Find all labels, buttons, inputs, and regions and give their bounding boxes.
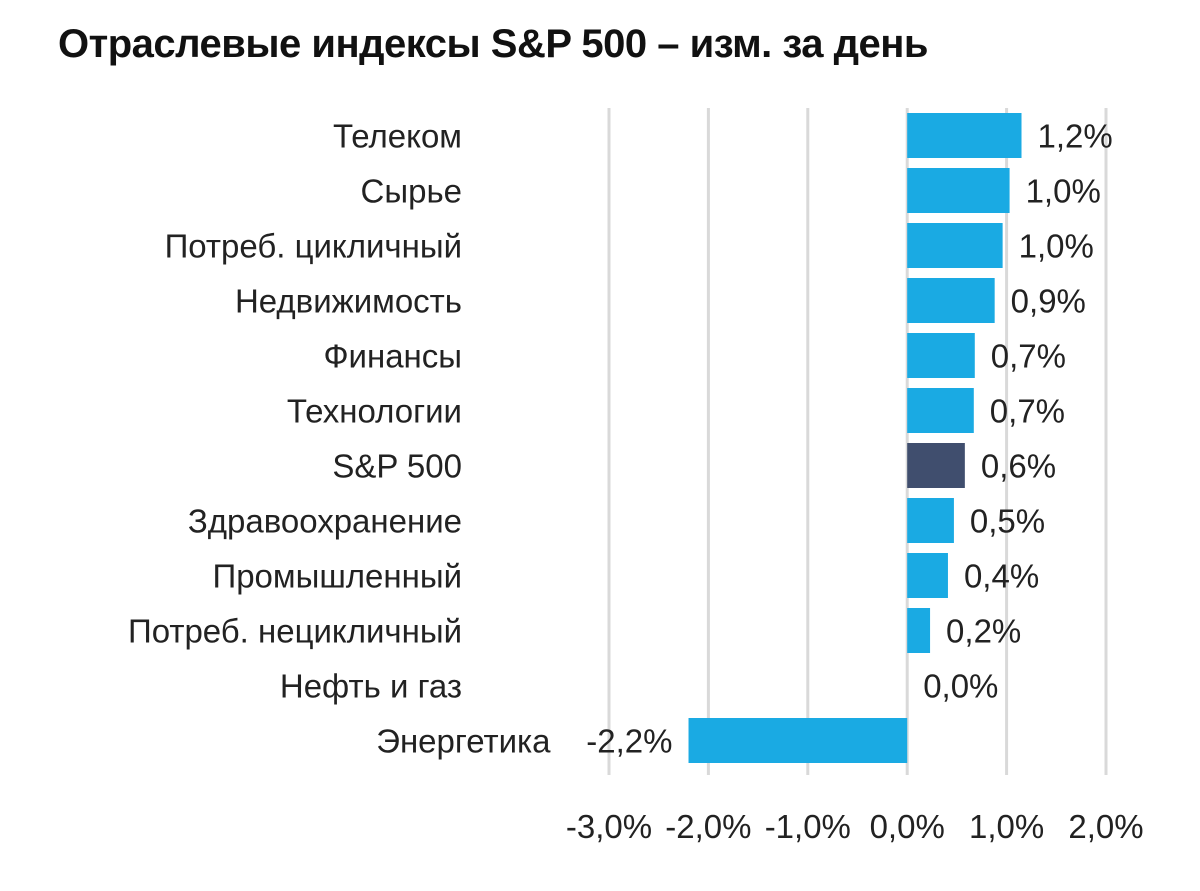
value-label: 0,2% [946,613,1021,650]
value-label: 1,0% [1026,173,1101,210]
bars [688,113,1022,763]
bar [907,278,995,323]
category-label: Потреб. нецикличный [128,613,462,650]
category-label: Потреб. цикличный [165,228,462,265]
category-label: Телеком [333,118,462,155]
category-labels: Телеком Сырье Потреб. цикличный Недвижимост… [128,118,551,760]
value-label: 0,7% [991,338,1066,375]
value-label: 0,9% [1011,283,1086,320]
x-tick-label: 1,0% [969,808,1044,845]
category-label: Технологии [287,393,462,430]
bar [907,113,1022,158]
value-labels: 1,2% 1,0% 1,0% 0,9% 0,7% 0,7% 0,6% 0,5% 0,4% 0,2%… [586,118,1112,760]
category-label: Сырье [361,173,462,210]
x-tick-label: -1,0% [765,808,851,845]
category-label: Здравоохранение [188,503,462,540]
category-label: Энергетика [376,723,551,760]
bar [907,608,931,653]
bar [688,718,908,763]
value-label: 0,4% [964,558,1039,595]
value-label: 0,6% [981,448,1056,485]
category-label: Нефть и газ [280,668,462,705]
x-tick-label: -3,0% [566,808,652,845]
bar [907,388,974,433]
value-label: 1,2% [1038,118,1113,155]
bar [907,498,954,543]
x-tick-label: -2,0% [665,808,751,845]
value-label: 0,5% [970,503,1045,540]
value-label: 0,7% [990,393,1065,430]
grid-lines [607,108,1108,775]
category-label: Финансы [323,338,462,375]
x-tick-label: 0,0% [870,808,945,845]
chart-title: Отраслевые индексы S&P 500 – изм. за ден… [58,22,929,66]
x-axis-ticks: -3,0% -2,0% -1,0% 0,0% 1,0% 2,0% [566,808,1144,845]
category-label: Промышленный [212,558,462,595]
bar [907,333,975,378]
x-tick-label: 2,0% [1068,808,1143,845]
bar [907,443,965,488]
value-label: 0,0% [923,668,998,705]
category-label: Недвижимость [235,283,462,320]
bar [907,223,1003,268]
value-label: 1,0% [1019,228,1094,265]
bar [907,168,1010,213]
category-label: S&P 500 [332,448,462,485]
value-label: -2,2% [586,723,672,760]
bar [907,553,948,598]
